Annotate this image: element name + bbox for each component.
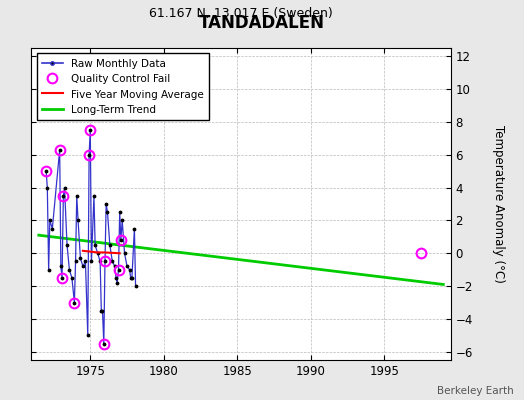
Y-axis label: Temperature Anomaly (°C): Temperature Anomaly (°C) bbox=[493, 125, 505, 283]
Text: Berkeley Earth: Berkeley Earth bbox=[437, 386, 514, 396]
Title: 61.167 N, 13.017 E (Sweden): 61.167 N, 13.017 E (Sweden) bbox=[149, 8, 333, 20]
Legend: Raw Monthly Data, Quality Control Fail, Five Year Moving Average, Long-Term Tren: Raw Monthly Data, Quality Control Fail, … bbox=[37, 53, 209, 120]
Text: TANDADALEN: TANDADALEN bbox=[199, 14, 325, 32]
